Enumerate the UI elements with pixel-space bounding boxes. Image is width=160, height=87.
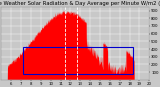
Title: Milwaukee Weather Solar Radiation & Day Average per Minute W/m2 (Today): Milwaukee Weather Solar Radiation & Day …: [0, 1, 160, 6]
